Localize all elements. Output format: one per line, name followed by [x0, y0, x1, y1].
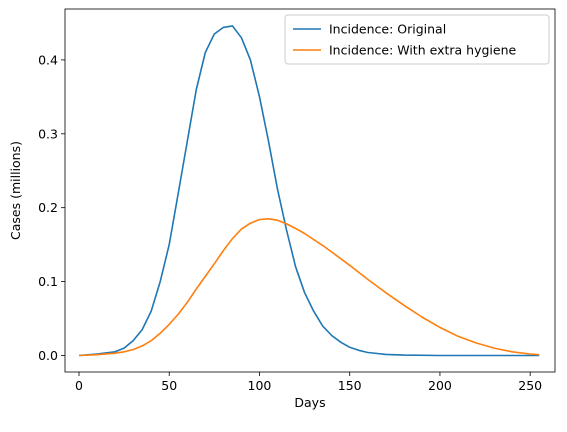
- y-axis-label: Cases (millions): [8, 141, 23, 240]
- y-tick-label: 0.4: [38, 52, 58, 67]
- x-tick-label: 150: [338, 378, 362, 393]
- legend-box: [284, 14, 550, 65]
- y-tick-label: 0.2: [38, 200, 58, 215]
- legend-label: Incidence: With extra hygiene: [329, 43, 516, 58]
- axes-frame: [64, 8, 556, 373]
- x-tick-label: 50: [161, 378, 177, 393]
- y-tick-label: 0.1: [38, 274, 58, 289]
- x-tick-label: 100: [248, 378, 272, 393]
- x-tick-label: 250: [518, 378, 542, 393]
- y-tick-label: 0.0: [38, 348, 58, 363]
- series-line-1: [78, 25, 540, 357]
- legend-label: Incidence: Original: [329, 22, 446, 37]
- legend: Incidence: Original Incidence: With extra…: [284, 14, 550, 65]
- axis-ticks: 0 50 100 150 200 250 0.0 0.1 0.2 0.3 0.4: [38, 52, 542, 393]
- x-axis-label: Days: [294, 395, 325, 410]
- x-tick-label: 200: [428, 378, 452, 393]
- x-tick-label: 0: [75, 378, 83, 393]
- series-lines: [78, 25, 540, 357]
- y-tick-label: 0.3: [38, 126, 58, 141]
- series-line-2: [78, 218, 540, 357]
